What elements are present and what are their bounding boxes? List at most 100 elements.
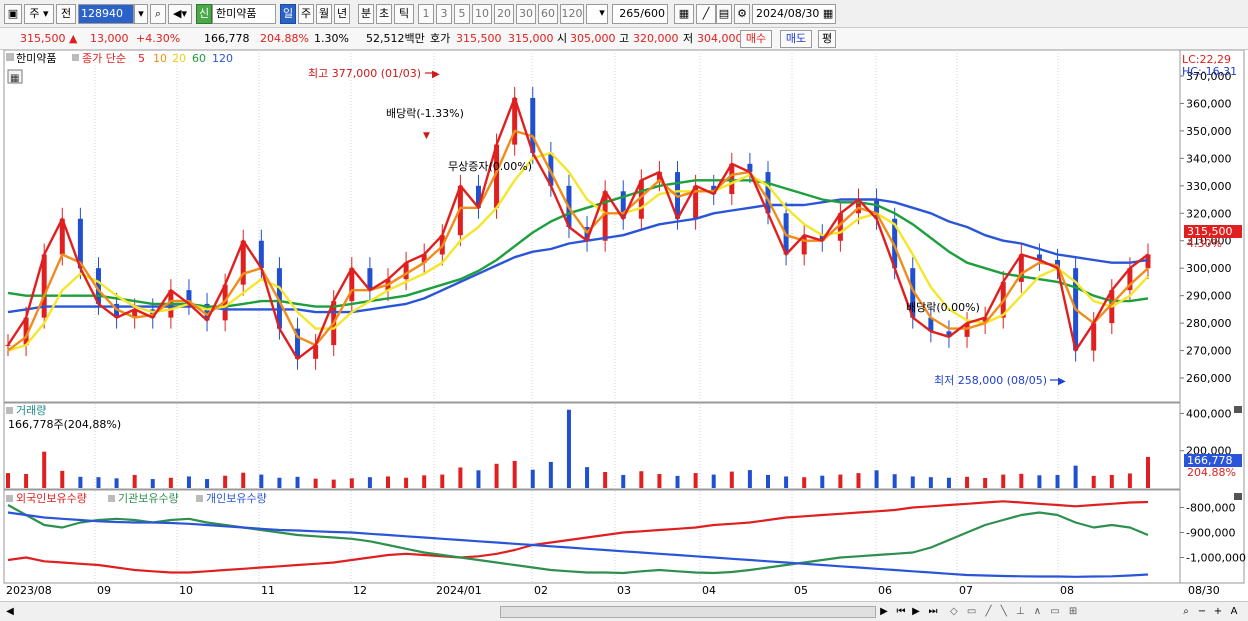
candle-body bbox=[1091, 323, 1097, 351]
volume-bar bbox=[1037, 475, 1042, 488]
x-tick-label: 03 bbox=[617, 584, 631, 597]
candle-body bbox=[910, 268, 916, 318]
volume-bar bbox=[404, 477, 409, 488]
candle-body bbox=[1127, 268, 1133, 291]
volume-info: 166,778주(204,88%) bbox=[8, 418, 121, 431]
volume-bar bbox=[657, 474, 662, 488]
x-tick-label: 05 bbox=[794, 584, 808, 597]
sell-button[interactable]: 매도 bbox=[780, 30, 812, 48]
count-120[interactable]: 120 bbox=[560, 4, 584, 24]
date-field[interactable]: 2024/08/30 ▦ bbox=[752, 4, 836, 24]
count-30[interactable]: 30 bbox=[516, 4, 536, 24]
volume-bar bbox=[114, 478, 119, 488]
volume-bar bbox=[820, 475, 825, 488]
speaker-icon[interactable]: ◀▾ bbox=[168, 4, 192, 24]
zoom-icon[interactable]: ⌕ bbox=[1183, 606, 1189, 617]
drawing-tools[interactable]: ◇ ▭ ╱ ╲ ⊥ ∧ ▭ ⊞ bbox=[950, 606, 1081, 617]
chevron-down-icon[interactable]: ▾ bbox=[599, 6, 605, 19]
last-volume-marker bbox=[1184, 454, 1242, 467]
tab-minute[interactable]: 분 bbox=[358, 4, 374, 24]
up-arrow-icon: ▲ bbox=[69, 32, 78, 45]
last-page-icon[interactable]: ⏭ bbox=[928, 606, 938, 617]
count-20[interactable]: 20 bbox=[494, 4, 514, 24]
candle-body bbox=[494, 144, 500, 208]
prev-button[interactable]: 전 bbox=[56, 4, 76, 24]
stock-chart[interactable]: 370,000 360,000 350,000 340,000 330,000 320,0… bbox=[0, 49, 1248, 601]
chart-area[interactable]: 370,000 360,000 350,000 340,000 330,000 320,0… bbox=[0, 49, 1248, 601]
auto-scale-icon[interactable]: A bbox=[1230, 606, 1238, 617]
y-tick-label: 340,000 bbox=[1186, 152, 1232, 165]
price-change-pct: +4.30% bbox=[136, 32, 181, 45]
chevron-down-icon[interactable]: ▾ bbox=[134, 4, 148, 24]
count-input[interactable] bbox=[586, 4, 608, 24]
volume-bar bbox=[838, 474, 843, 488]
zoom-in-icon[interactable]: + bbox=[1213, 606, 1223, 617]
volume-bar bbox=[892, 474, 897, 488]
tab-day[interactable]: 일 bbox=[280, 4, 296, 24]
tab-tick[interactable]: 틱 bbox=[394, 4, 414, 24]
legend-square bbox=[6, 407, 13, 414]
chart-toolbar: ▣ 주 ▾ 전 128940 ▾ ⌕ ◀▾ 신 한미약품 일 주 월 년 분 초… bbox=[0, 0, 1248, 28]
x-tick-label: 04 bbox=[702, 584, 716, 597]
count-1[interactable]: 1 bbox=[418, 4, 434, 24]
hc-label: HC:-16,31 bbox=[1182, 65, 1237, 78]
panel-close-icon[interactable] bbox=[1234, 406, 1242, 413]
y-tick-label: 270,000 bbox=[1186, 345, 1232, 358]
buy-button[interactable]: 매수 bbox=[740, 30, 772, 48]
y-tick-label: 360,000 bbox=[1186, 97, 1232, 110]
period-select[interactable]: 주 ▾ bbox=[24, 4, 54, 24]
candle-body bbox=[747, 163, 753, 173]
date-value: 2024/08/30 bbox=[756, 7, 820, 20]
tab-second[interactable]: 초 bbox=[376, 4, 392, 24]
calendar-icon[interactable]: ▦ bbox=[822, 7, 834, 20]
draw-tool-icon[interactable]: ╱ bbox=[696, 4, 716, 24]
volume-panel[interactable] bbox=[3, 402, 1181, 490]
chart-scrollbar[interactable]: ◀ ▶ ⏮ ▶ ⏭ ◇ ▭ ╱ ╲ ⊥ ∧ ▭ ⊞ ⌕ − + A bbox=[0, 601, 1248, 621]
turnover-pct: 1.30% bbox=[314, 32, 349, 45]
legend-square bbox=[108, 495, 115, 502]
candle-body bbox=[620, 191, 626, 219]
scroll-left-icon[interactable]: ◀ bbox=[6, 606, 14, 617]
count-5[interactable]: 5 bbox=[454, 4, 470, 24]
candle-body bbox=[349, 268, 355, 302]
save-icon[interactable]: ▤ bbox=[716, 4, 732, 24]
search-icon[interactable]: ⌕ bbox=[150, 4, 166, 24]
candle-body bbox=[729, 163, 735, 195]
volume-bar bbox=[223, 475, 228, 488]
volume-bar bbox=[675, 475, 680, 488]
volume-title: 거래량 bbox=[16, 404, 46, 417]
grid-tool-icon[interactable]: ▦ bbox=[674, 4, 694, 24]
volume-bar bbox=[78, 476, 83, 488]
candle-body bbox=[41, 254, 47, 318]
tab-year[interactable]: 년 bbox=[334, 4, 350, 24]
panel-close-icon[interactable] bbox=[1234, 493, 1242, 500]
count-3[interactable]: 3 bbox=[436, 4, 452, 24]
scroll-right-icon[interactable]: ▶ bbox=[880, 606, 888, 617]
candle-body bbox=[584, 227, 590, 241]
layout-icon[interactable]: ▣ bbox=[4, 4, 22, 24]
volume-bar bbox=[639, 471, 644, 488]
last-change-text: 4.30% bbox=[1187, 237, 1222, 250]
calculator-icon[interactable] bbox=[7, 69, 23, 84]
first-page-icon[interactable]: ⏮ bbox=[896, 606, 906, 617]
count-10[interactable]: 10 bbox=[472, 4, 492, 24]
tab-week[interactable]: 주 bbox=[298, 4, 314, 24]
count-60[interactable]: 60 bbox=[538, 4, 558, 24]
scroll-thumb[interactable] bbox=[500, 606, 876, 618]
high-annotation: 최고 377,000 (01/03) bbox=[308, 67, 421, 80]
volume-bar bbox=[621, 474, 626, 488]
y-tick-label: 370,000 bbox=[1186, 70, 1232, 83]
candle-body bbox=[693, 185, 699, 219]
range-field[interactable]: 265/600 bbox=[612, 4, 668, 24]
play-icon[interactable]: ▶ bbox=[912, 606, 920, 617]
tab-month[interactable]: 월 bbox=[316, 4, 332, 24]
legend-square bbox=[6, 53, 14, 61]
stock-code-input[interactable]: 128940 bbox=[78, 4, 134, 24]
stock-name-field[interactable]: 한미약품 bbox=[212, 4, 276, 24]
candle-body bbox=[530, 97, 536, 153]
gear-icon[interactable]: ⚙ bbox=[734, 4, 750, 24]
x-tick-label: 09 bbox=[97, 584, 111, 597]
volume-bar bbox=[1073, 465, 1078, 488]
avg-button[interactable]: 평 bbox=[818, 30, 836, 48]
zoom-out-icon[interactable]: − bbox=[1197, 606, 1207, 617]
